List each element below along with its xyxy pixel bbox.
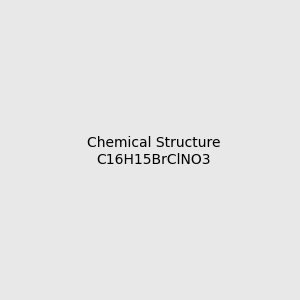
Text: Chemical Structure
C16H15BrClNO3: Chemical Structure C16H15BrClNO3: [87, 136, 220, 166]
